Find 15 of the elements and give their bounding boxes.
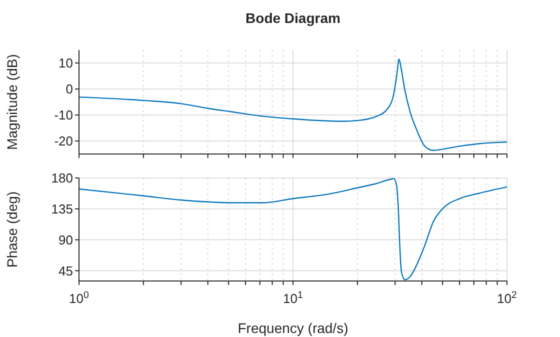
y-tick-label: 45 xyxy=(58,263,73,278)
y-tick-label: 180 xyxy=(51,170,73,186)
chart-title: Bode Diagram xyxy=(244,10,342,26)
y-tick-label: 10 xyxy=(58,56,73,71)
y-tick-label: 0 xyxy=(66,82,73,97)
x-axis-title: Frequency (rad/s) xyxy=(238,320,348,336)
y-tick-label: 135 xyxy=(51,202,73,217)
x-tick-label: 10$^{2}$ xyxy=(497,290,517,306)
x-tick-label: 10$^{0}$ xyxy=(69,290,90,306)
y-tick-label: -20 xyxy=(54,134,73,149)
y-axis-title: Magnitude (dB) xyxy=(4,54,20,150)
y-tick-label: -10 xyxy=(54,108,73,123)
x-tick-label: 10$^{1}$ xyxy=(283,290,303,306)
y-axis-title: Phase (deg) xyxy=(4,191,20,268)
y-tick-label: 90 xyxy=(58,232,73,248)
